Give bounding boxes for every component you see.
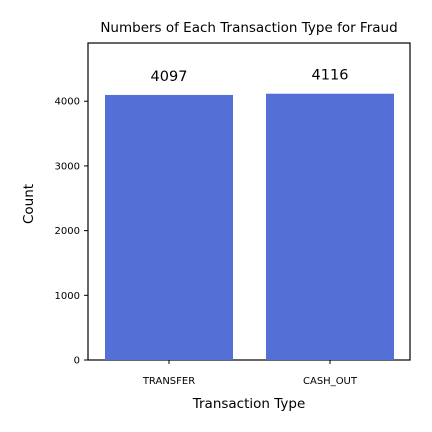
data-label-transfer: 4097: [151, 69, 188, 85]
x-axis: TRANSFER CASH_OUT: [142, 360, 358, 387]
bar-transfer: [105, 94, 233, 360]
y-tick-label: 1000: [55, 291, 80, 302]
y-tick-label: 2000: [55, 226, 80, 237]
plot-frame: [87, 42, 411, 361]
y-tick-label: 0: [74, 356, 80, 367]
x-axis-label: Transaction Type: [192, 396, 306, 412]
y-tick-label: 3000: [55, 161, 80, 172]
y-tick-label: 4000: [55, 97, 80, 108]
data-labels-group: 4097 4116: [151, 68, 349, 85]
bars-group: [105, 93, 394, 360]
data-label-cash-out: 4116: [312, 68, 349, 84]
y-axis-label: Count: [21, 184, 37, 224]
y-axis: 0 1000 2000 3000 4000: [55, 97, 88, 367]
x-tick-label: CASH_OUT: [303, 376, 358, 387]
x-tick-label: TRANSFER: [142, 376, 195, 387]
plot-area: 4097 4116: [87, 42, 411, 361]
chart-title: Numbers of Each Transaction Type for Fra…: [100, 20, 397, 36]
bar-cash-out: [266, 93, 394, 360]
